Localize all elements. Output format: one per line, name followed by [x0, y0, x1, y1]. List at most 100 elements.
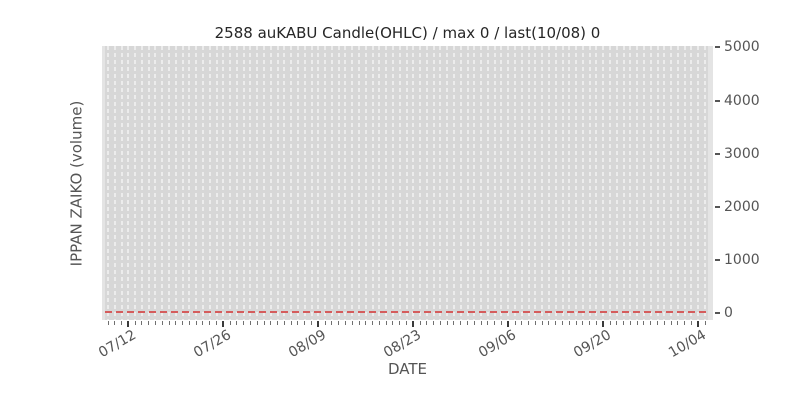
gridline — [473, 46, 476, 320]
x-minor-tick — [202, 321, 204, 325]
x-minor-tick — [426, 321, 428, 325]
gridline — [147, 46, 150, 320]
gridline — [168, 46, 171, 320]
gridline — [385, 46, 388, 320]
x-axis-title: DATE — [387, 360, 428, 378]
x-minor-tick — [568, 321, 570, 325]
x-minor-tick — [636, 321, 638, 325]
y-tick-mark — [715, 99, 720, 102]
y-tick-mark — [715, 152, 720, 155]
x-minor-tick — [514, 321, 516, 325]
gridline — [120, 46, 123, 320]
gridline — [704, 46, 706, 320]
gridline — [561, 46, 564, 320]
x-minor-tick — [575, 321, 577, 325]
gridline — [283, 46, 286, 320]
x-minor-tick — [188, 321, 190, 325]
gridline — [337, 46, 340, 320]
x-minor-tick — [480, 321, 482, 325]
gridline — [127, 46, 130, 320]
gridline — [378, 46, 381, 320]
x-minor-tick — [229, 321, 231, 325]
x-minor-tick — [324, 321, 326, 325]
gridline — [107, 46, 109, 320]
y-axis-title: IPPAN ZAIKO (volume) — [67, 100, 86, 267]
gridline — [663, 46, 666, 320]
gridline — [391, 46, 394, 320]
x-minor-tick — [351, 321, 353, 325]
x-minor-tick — [121, 321, 123, 325]
plot-area — [102, 46, 713, 320]
gridline — [330, 46, 333, 320]
x-minor-tick — [263, 321, 265, 325]
x-major-tick — [412, 321, 415, 327]
gridline — [249, 46, 252, 320]
gridline — [425, 46, 428, 320]
x-minor-tick — [690, 321, 692, 325]
x-minor-tick — [629, 321, 631, 325]
x-minor-tick — [433, 321, 435, 325]
gridline — [486, 46, 489, 320]
y-tick-mark — [715, 258, 720, 261]
x-minor-tick — [182, 321, 184, 325]
gridline — [290, 46, 293, 320]
x-minor-tick — [623, 321, 625, 325]
x-minor-tick — [657, 321, 658, 325]
x-minor-tick — [616, 321, 618, 325]
x-minor-tick — [249, 321, 251, 325]
x-minor-tick — [311, 321, 313, 325]
y-tick-label: 1000 — [724, 251, 760, 268]
gridline — [493, 46, 496, 320]
x-minor-tick — [344, 321, 346, 325]
gridline — [575, 46, 578, 320]
x-minor-tick — [283, 321, 285, 325]
x-minor-tick — [378, 321, 380, 325]
gridline — [405, 46, 408, 320]
gridline — [364, 46, 367, 320]
x-minor-tick — [358, 321, 360, 325]
y-tick-mark — [715, 205, 720, 208]
gridline — [229, 46, 232, 320]
gridline — [615, 46, 618, 320]
gridline — [452, 46, 455, 320]
gridline — [649, 46, 652, 320]
x-minor-tick — [168, 321, 170, 325]
gridline — [303, 46, 306, 320]
x-minor-tick — [473, 321, 475, 325]
x-minor-tick — [453, 321, 455, 325]
gridline — [140, 46, 143, 320]
gridline — [642, 46, 645, 320]
gridline — [344, 46, 347, 320]
x-minor-tick — [161, 321, 163, 325]
gridline — [520, 46, 523, 320]
y-tick-mark — [715, 312, 720, 314]
x-minor-tick — [582, 321, 584, 325]
x-minor-tick — [338, 321, 340, 325]
x-minor-tick — [460, 321, 462, 325]
gridline — [174, 46, 177, 320]
x-minor-tick — [650, 321, 652, 325]
gridline — [439, 46, 442, 320]
x-minor-tick — [609, 321, 611, 325]
gridline — [358, 46, 360, 320]
gridline — [514, 46, 517, 320]
x-minor-tick — [304, 321, 306, 325]
x-minor-tick — [562, 321, 564, 325]
x-minor-tick — [372, 321, 374, 325]
x-minor-tick — [195, 321, 197, 325]
gridline — [188, 46, 191, 320]
x-minor-tick — [141, 321, 143, 325]
gridline — [351, 46, 354, 320]
gridline — [276, 46, 279, 320]
gridline — [134, 46, 137, 320]
x-minor-tick — [290, 321, 292, 325]
x-minor-tick — [270, 321, 272, 325]
gridline — [181, 46, 184, 320]
gridline — [534, 46, 537, 320]
x-minor-tick — [446, 321, 448, 325]
x-minor-tick — [209, 321, 211, 325]
gridline — [527, 46, 530, 320]
gridline — [310, 46, 313, 320]
x-minor-tick — [487, 321, 489, 325]
gridline — [215, 46, 218, 320]
